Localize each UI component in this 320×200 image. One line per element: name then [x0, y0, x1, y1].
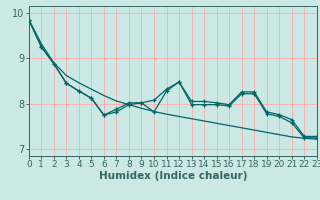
X-axis label: Humidex (Indice chaleur): Humidex (Indice chaleur)	[99, 171, 247, 181]
